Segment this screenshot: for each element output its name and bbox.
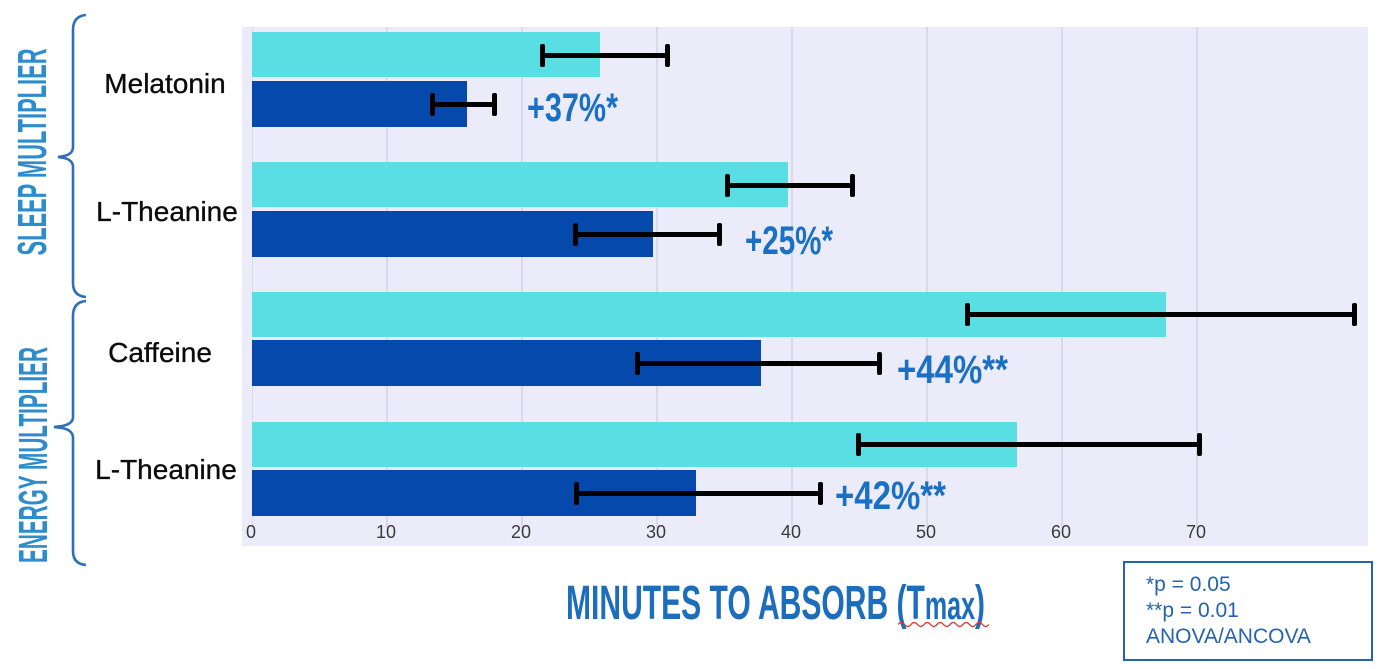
svg-text:+37%*: +37%* <box>527 86 618 130</box>
svg-text:+42%**: +42%** <box>835 474 946 518</box>
svg-text:MINUTES TO ABSORB (Tmax): MINUTES TO ABSORB (Tmax) <box>566 577 985 630</box>
svg-text:+25%*: +25%* <box>745 219 833 263</box>
svg-text:ENERGY MULTIPLIER: ENERGY MULTIPLIER <box>10 347 56 563</box>
svg-text:SLEEP MULTIPLIER: SLEEP MULTIPLIER <box>9 49 55 256</box>
svg-text:+44%**: +44%** <box>897 348 1008 392</box>
